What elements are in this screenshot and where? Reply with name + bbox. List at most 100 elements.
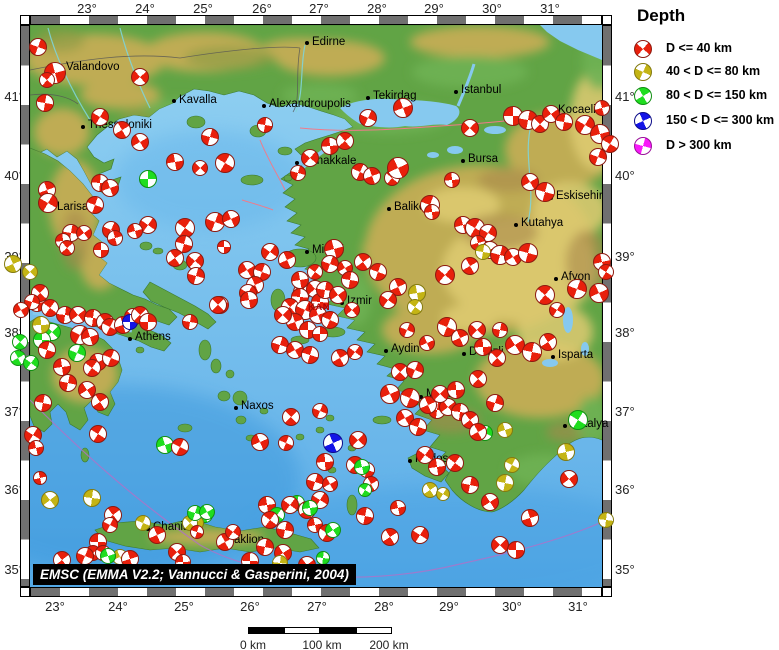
focal-mechanism-depth-y <box>557 443 575 461</box>
focal-mechanism-depth-r <box>589 283 609 303</box>
scale-bar-label: 200 km <box>369 638 409 650</box>
legend-beachball-icon <box>634 137 652 155</box>
focal-mechanism-depth-r <box>329 286 347 304</box>
focal-mechanism-depth-r <box>175 235 193 253</box>
city-label-bursa: Bursa <box>468 153 499 165</box>
city-label-aydin: Aydin <box>391 343 420 355</box>
focal-mechanism-depth-r <box>139 313 157 331</box>
focal-mechanism-depth-r <box>76 225 92 241</box>
focal-mechanism-depth-r <box>312 403 328 419</box>
focal-mechanism-depth-r <box>209 296 227 314</box>
focal-mechanism-depth-r <box>409 418 427 436</box>
focal-mechanism-depth-g <box>23 355 39 371</box>
city-marker-canakkale <box>295 161 299 165</box>
tick-label-bottom: 26° <box>240 599 260 614</box>
focal-mechanism-depth-r <box>39 72 55 88</box>
focal-mechanism-depth-r <box>535 285 555 305</box>
scale-bar-label: 0 km <box>239 638 267 650</box>
focal-mechanism-depth-r <box>444 172 460 188</box>
city-marker-balikesir <box>387 207 391 211</box>
focal-mechanism-depth-y <box>22 264 38 280</box>
focal-mechanism-depth-r <box>316 453 334 471</box>
focal-mechanism-depth-g <box>302 500 318 516</box>
map-border-corner <box>20 15 30 25</box>
focal-mechanism-depth-r <box>411 526 429 544</box>
focal-mechanism-depth-r <box>354 253 372 271</box>
focal-mechanism-depth-r <box>225 524 241 540</box>
focal-mechanism-depth-r <box>461 257 479 275</box>
tick-label-left: 40° <box>4 168 24 183</box>
focal-mechanism-depth-r <box>251 433 269 451</box>
focal-mechanism-depth-r <box>34 394 52 412</box>
tick-label-bottom: 23° <box>45 599 65 614</box>
focal-mechanism-depth-r <box>589 148 607 166</box>
focal-mechanism-depth-r <box>59 240 75 256</box>
tick-label-bottom: 31° <box>568 599 588 614</box>
legend-item-label: 40 < D <= 80 km <box>666 64 761 78</box>
tick-label-left: 35° <box>4 562 24 577</box>
map-border-corner <box>602 15 612 25</box>
legend-title: Depth <box>637 6 686 25</box>
focal-mechanism-depth-r <box>127 223 143 239</box>
map-border-corner <box>602 587 612 597</box>
focal-mechanism-depth-r <box>166 249 184 267</box>
focal-mechanism-depth-r <box>131 133 149 151</box>
focal-mechanism-depth-r <box>419 335 435 351</box>
focal-mechanism-depth-r <box>290 165 306 181</box>
tick-label-right: 39° <box>615 249 635 264</box>
focal-mechanism-depth-r <box>166 153 184 171</box>
tick-label-bottom: 27° <box>307 599 327 614</box>
focal-mechanism-depth-r <box>192 160 208 176</box>
city-label-afyon: Afyon <box>561 271 591 283</box>
city-label-valandovo: Valandovo <box>66 61 120 73</box>
focal-mechanism-depth-r <box>33 471 47 485</box>
focal-mechanism-depth-r <box>222 210 240 228</box>
scale-bar-segment <box>284 627 320 634</box>
focal-mechanism-depth-r <box>307 264 323 280</box>
focal-mechanism-depth-r <box>36 94 54 112</box>
focal-mechanism-depth-r <box>282 408 300 426</box>
city-marker-tekirdag <box>366 96 370 100</box>
focal-mechanism-depth-r <box>424 204 440 220</box>
focal-mechanism-depth-r <box>59 374 77 392</box>
city-marker-rodos <box>408 459 412 463</box>
focal-mechanism-depth-r <box>390 500 406 516</box>
focal-mechanism-depth-r <box>336 132 354 150</box>
focal-mechanism-depth-y <box>32 316 50 334</box>
focal-mechanism-depth-r <box>13 302 29 318</box>
focal-mechanism-depth-r <box>78 381 96 399</box>
scale-bar-segment <box>356 627 392 634</box>
city-marker-naxos <box>234 406 238 410</box>
tick-label-top: 31° <box>540 1 560 16</box>
legend-item-label: 80 < D <= 150 km <box>666 88 768 102</box>
focal-mechanism-depth-r <box>101 179 119 197</box>
focal-mechanism-depth-r <box>321 311 339 329</box>
map-border-right <box>602 25 612 587</box>
city-marker-mugla <box>419 395 423 399</box>
focal-mechanism-depth-r <box>38 341 56 359</box>
focal-mechanism-depth-r <box>461 476 479 494</box>
attribution-bar: EMSC (EMMA V2.2; Vannucci & Gasperini, 2… <box>33 564 356 585</box>
focal-mechanism-depth-r <box>344 302 360 318</box>
focal-mechanism-depth-r <box>380 384 400 404</box>
focal-mechanism-depth-r <box>555 113 573 131</box>
focal-mechanism-depth-r <box>349 431 367 449</box>
city-marker-kutahya <box>514 223 518 227</box>
attribution-text: EMSC (EMMA V2.2; Vannucci & Gasperini, 2… <box>40 567 349 582</box>
city-marker-afyon <box>554 277 558 281</box>
focal-mechanism-depth-y <box>475 244 491 260</box>
focal-mechanism-depth-r <box>428 458 446 476</box>
legend-beachball-icon <box>634 40 652 58</box>
focal-mechanism-depth-r <box>278 251 296 269</box>
focal-mechanism-depth-r <box>331 349 349 367</box>
focal-mechanism-depth-r <box>91 393 109 411</box>
tick-label-bottom: 30° <box>502 599 522 614</box>
focal-mechanism-depth-r <box>274 306 292 324</box>
focal-mechanism-depth-r <box>347 344 363 360</box>
focal-mechanism-depth-g <box>325 522 341 538</box>
focal-mechanism-depth-r <box>598 264 614 280</box>
focal-mechanism-depth-r <box>461 119 479 137</box>
city-label-eskisehir: Eskisehir <box>556 190 603 202</box>
city-marker-istanbul <box>454 90 458 94</box>
focal-mechanism-depth-r <box>261 243 279 261</box>
